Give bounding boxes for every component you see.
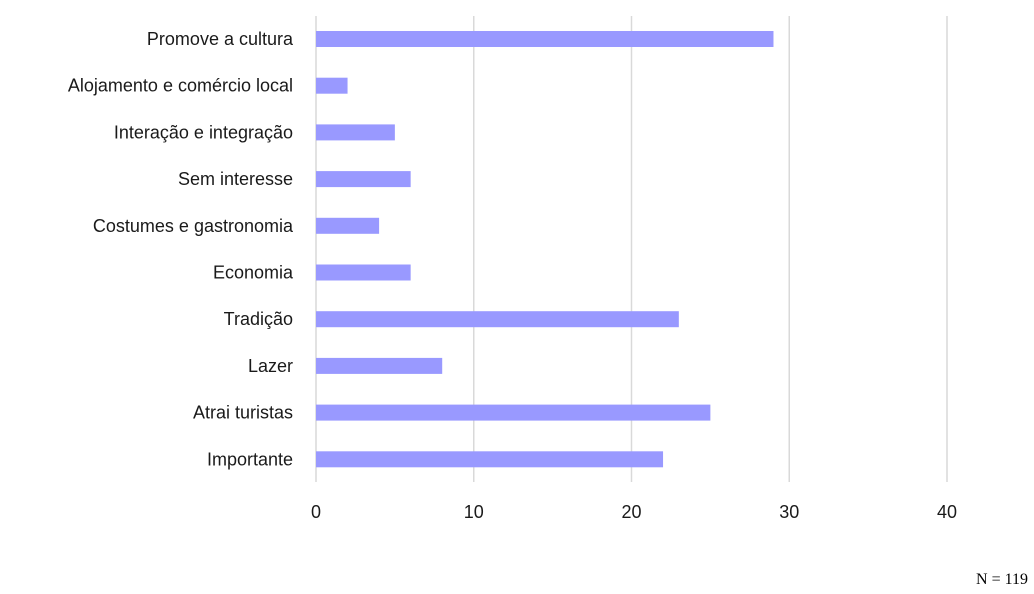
x-tick-label: 0 — [311, 502, 321, 522]
x-tick-label: 30 — [779, 502, 799, 522]
sample-size-note: N = 119 — [976, 571, 1028, 588]
bar — [316, 31, 774, 47]
category-label: Costumes e gastronomia — [93, 216, 294, 236]
category-label: Tradição — [224, 309, 293, 329]
category-labels: Promove a cultura Alojamento e comércio l… — [68, 29, 294, 469]
bar — [316, 217, 380, 234]
category-label: Atrai turistas — [193, 403, 293, 423]
category-label: Sem interesse — [178, 169, 293, 189]
category-label: Importante — [207, 449, 293, 469]
gridlines — [315, 16, 948, 482]
category-label: Promove a cultura — [147, 29, 294, 49]
x-tick-label: 40 — [937, 502, 957, 522]
bar — [316, 311, 679, 328]
bar — [316, 404, 711, 421]
bar — [316, 264, 411, 281]
bar — [316, 451, 664, 468]
bar — [316, 124, 395, 141]
category-label: Economia — [213, 263, 294, 283]
x-tick-label: 20 — [621, 502, 641, 522]
bar — [316, 357, 443, 374]
bar — [316, 77, 348, 94]
x-tick-labels: 0 10 20 30 40 — [311, 502, 957, 522]
x-tick-label: 10 — [464, 502, 484, 522]
bars — [316, 31, 774, 468]
category-label: Lazer — [248, 356, 293, 376]
category-label: Interação e integração — [114, 122, 293, 142]
bar — [316, 171, 411, 188]
category-label: Alojamento e comércio local — [68, 76, 293, 96]
